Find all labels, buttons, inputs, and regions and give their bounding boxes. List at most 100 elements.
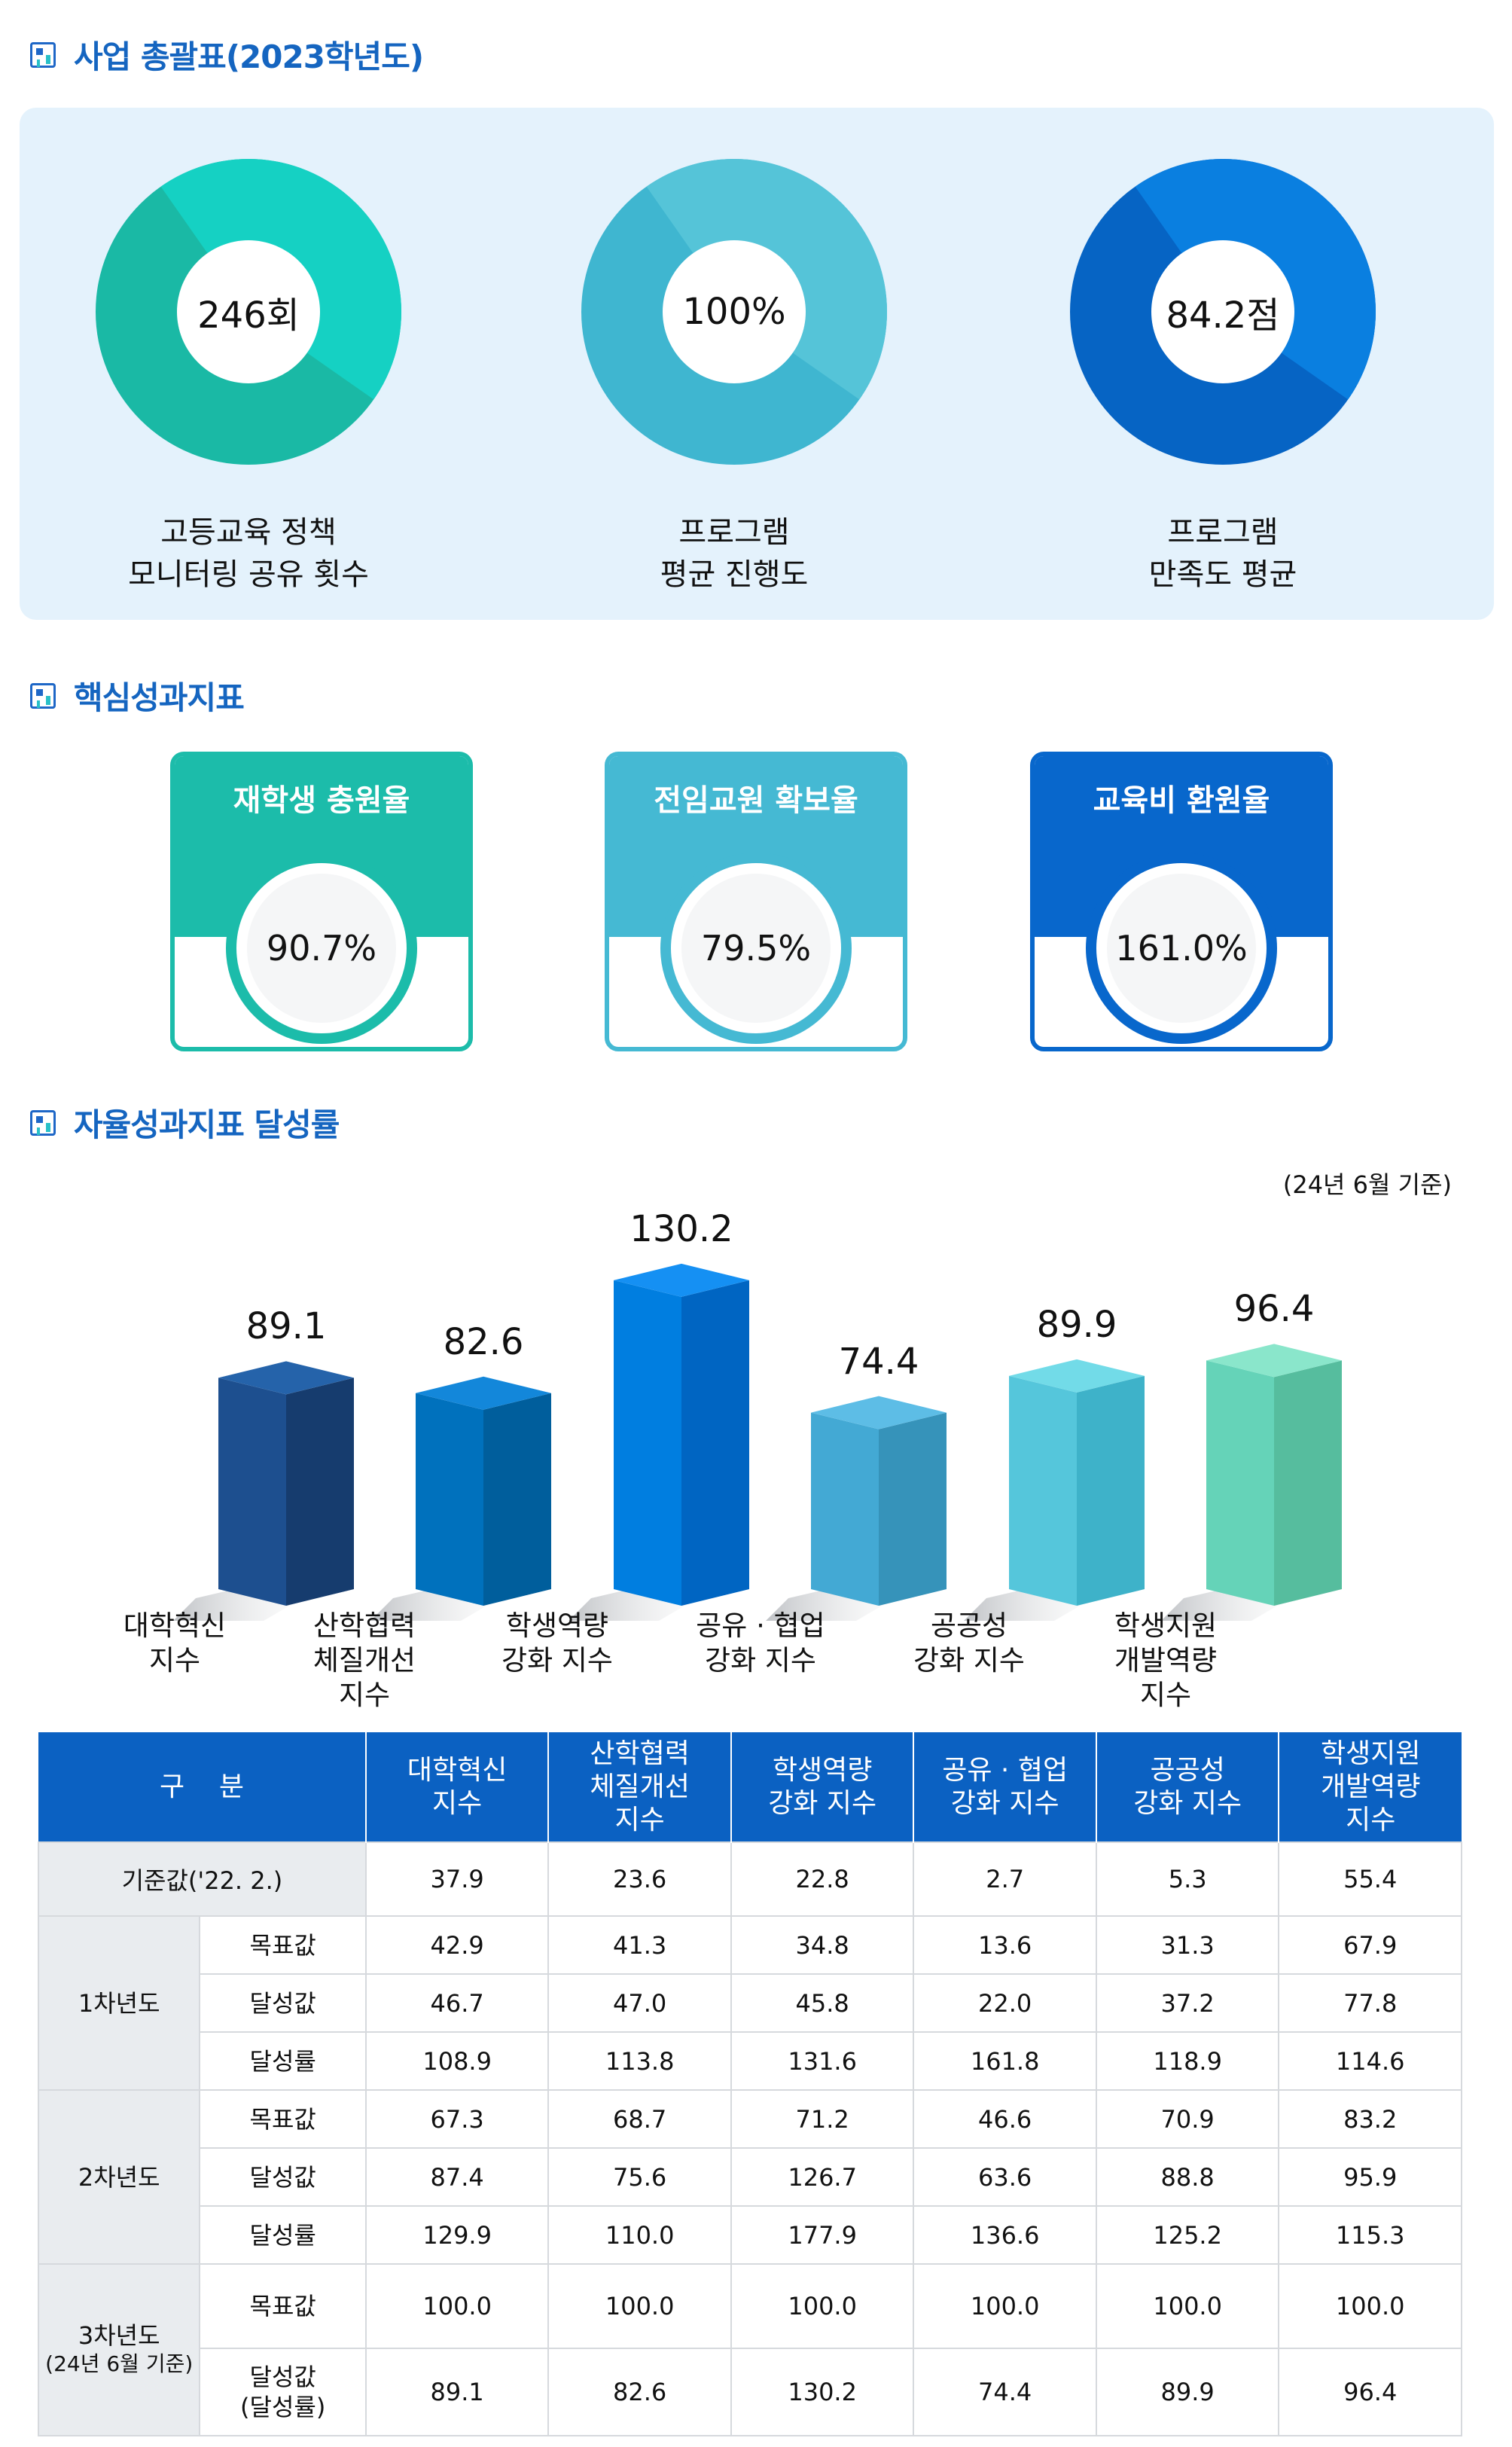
bar-top (614, 1263, 749, 1297)
table-cell: 100.0 (1095, 2263, 1280, 2349)
kpi-section-header: 핵심성과지표 (30, 673, 245, 719)
cell-text: 대학혁신 (407, 1754, 508, 1786)
summary-value: 84.2점 (1166, 294, 1280, 337)
table-cell: 68.7 (547, 2089, 732, 2149)
bar-value-label: 82.6 (443, 1320, 524, 1363)
table-cell: 88.8 (1095, 2147, 1280, 2207)
table-row: 3차년도 (24년 6월 기준) 목표값 100.0 100.0 100.0 100.0 10… (37, 2263, 1462, 2436)
bar-category-line: 산학협력 (312, 1609, 416, 1642)
summary-label-line: 프로그램 (678, 515, 790, 550)
bar-category-line: 개발역량 (1114, 1644, 1218, 1677)
table-cell: 63.6 (913, 2147, 1097, 2207)
row-label: 달성값 (달성률) (199, 2348, 367, 2436)
table-cell: 34.8 (730, 1915, 915, 1975)
cell-text: 학생지원 (1320, 1738, 1421, 1769)
cell-text: 달성값 (249, 2363, 316, 2391)
bar-value-label: 74.4 (838, 1340, 919, 1383)
bar-category-line: 공유 · 협업 (696, 1609, 825, 1642)
bar-front (1206, 1360, 1274, 1606)
table-cell: 67.9 (1278, 1915, 1462, 1975)
table-column-header: 학생역량 강화 지수 (730, 1732, 914, 1842)
table-cell: 5.3 (1095, 1841, 1280, 1917)
table-cell: 100.0 (913, 2263, 1097, 2349)
bar-category-label: 공공성 강화 지수 (871, 1609, 1067, 1678)
table-cell: 89.9 (1095, 2348, 1280, 2436)
table-cell: 113.8 (547, 2031, 732, 2091)
cell-text: 달성률 (249, 2046, 316, 2076)
table-cell: 136.6 (913, 2205, 1097, 2265)
table-cell: 115.3 (1278, 2205, 1462, 2265)
bar-category-label: 산학협력 체질개선 지수 (267, 1609, 462, 1713)
chart-note: (24년 6월 기준) (1282, 1170, 1452, 1199)
year-group-label: 1차년도 (37, 1915, 201, 2091)
summary-label-line: 만족도 평균 (1148, 557, 1297, 592)
bar-category-line: 체질개선 (312, 1644, 416, 1677)
cell-text: 공유 · 협업 (942, 1754, 1068, 1786)
summary-section-header: 사업 총괄표(2023학년도) (30, 32, 424, 78)
table-cell: 46.6 (913, 2089, 1097, 2149)
table-cell: 41.3 (547, 1915, 732, 1975)
table-cell: 71.2 (730, 2089, 915, 2149)
bar-top (1206, 1344, 1342, 1378)
table-header-row: 구 분 대학혁신 지수 산학협력 체질개선 지수 학생역량 강화 지수 공유 · 협업 강화 지수… (38, 1732, 1462, 1842)
table-cell: 100.0 (730, 2263, 915, 2349)
table-row: 기준값('22. 2.) 37.9 23.6 22.8 2.7 5.3 55.4 (38, 1841, 1462, 1917)
row-label: 목표값 (199, 1915, 367, 1975)
table-cell: 126.7 (730, 2147, 915, 2207)
row-label: 달성값 (199, 1973, 367, 2033)
summary-label-line: 고등교육 정책 (160, 515, 337, 550)
cell-text: 강화 지수 (950, 1787, 1059, 1819)
bar-side (483, 1393, 551, 1606)
table-cell: 125.2 (1095, 2205, 1280, 2265)
bar-front (416, 1393, 483, 1606)
table-cell: 31.3 (1095, 1915, 1280, 1975)
summary-donut: 100% (580, 157, 889, 466)
donut-hole (663, 240, 806, 383)
table-cell: 2.7 (913, 1841, 1097, 1917)
table-cell: 100.0 (547, 2263, 732, 2349)
table-row: 2차년도 목표값 67.3 68.7 71.2 46.6 70.9 83.2 (37, 2089, 1462, 2265)
bar-category-line: 학생지원 (1114, 1609, 1218, 1642)
kpi-title: 전임교원 확보율 (654, 783, 858, 818)
kpi-title: 교육비 환원율 (1093, 783, 1270, 818)
bar-category-line: 대학혁신 (123, 1609, 227, 1642)
summary-label: 고등교육 정책 모니터링 공유 횟수 (60, 511, 437, 596)
cell-text: (달성률) (240, 2393, 326, 2421)
table-cell: 87.4 (364, 2147, 550, 2207)
table-cell: 42.9 (364, 1915, 550, 1975)
kpi-value: 79.5% (681, 874, 831, 1023)
summary-label-line: 평균 진행도 (660, 557, 809, 592)
summary-value: 100% (682, 291, 786, 333)
kpi-value: 161.0% (1107, 874, 1256, 1023)
bar-category-line: 지수 (1139, 1679, 1192, 1711)
cell-text: 3차년도 (78, 2321, 160, 2350)
chart-icon (30, 1109, 56, 1136)
bar-category-label: 학생지원 개발역량 지수 (1068, 1609, 1264, 1713)
bar (173, 1361, 354, 1621)
cell-text: (24년 6월 기준) (45, 2351, 194, 2376)
summary-donut-ring (581, 158, 887, 465)
table-row: 달성값 87.4 75.6 126.7 63.6 88.8 95.9 (38, 2147, 1462, 2207)
bar-value-label: 96.4 (1233, 1288, 1315, 1331)
table-cell: 23.6 (547, 1841, 732, 1917)
table-cell: 45.8 (730, 1973, 915, 2033)
table-cell: 22.8 (730, 1841, 915, 1917)
bar-front (811, 1412, 879, 1606)
table-row: 달성값 (달성률) 89.1 82.6 130.2 74.4 89.9 96.4 (38, 2348, 1462, 2436)
table-cell: 108.9 (364, 2031, 550, 2091)
bar-side (286, 1378, 354, 1606)
table-cell: 55.4 (1278, 1841, 1462, 1917)
table-cell: 67.3 (364, 2089, 550, 2149)
cell-text: 달성률 (249, 2220, 316, 2250)
cell-text: 개발역량 (1320, 1771, 1421, 1802)
row-label: 목표값 (199, 2089, 367, 2149)
bar-top (416, 1376, 551, 1410)
summary-donut-ring (1070, 158, 1376, 465)
achievement-bar-chart (173, 1263, 1342, 1621)
row-label: 달성률 (199, 2205, 367, 2265)
summary-donut: 84.2점 (1068, 157, 1377, 466)
table-cell: 46.7 (364, 1973, 550, 2033)
baseline-label: 기준값('22. 2.) (38, 1841, 367, 1917)
bar (569, 1263, 749, 1621)
table-column-header: 산학협력 체질개선 지수 (547, 1732, 731, 1842)
